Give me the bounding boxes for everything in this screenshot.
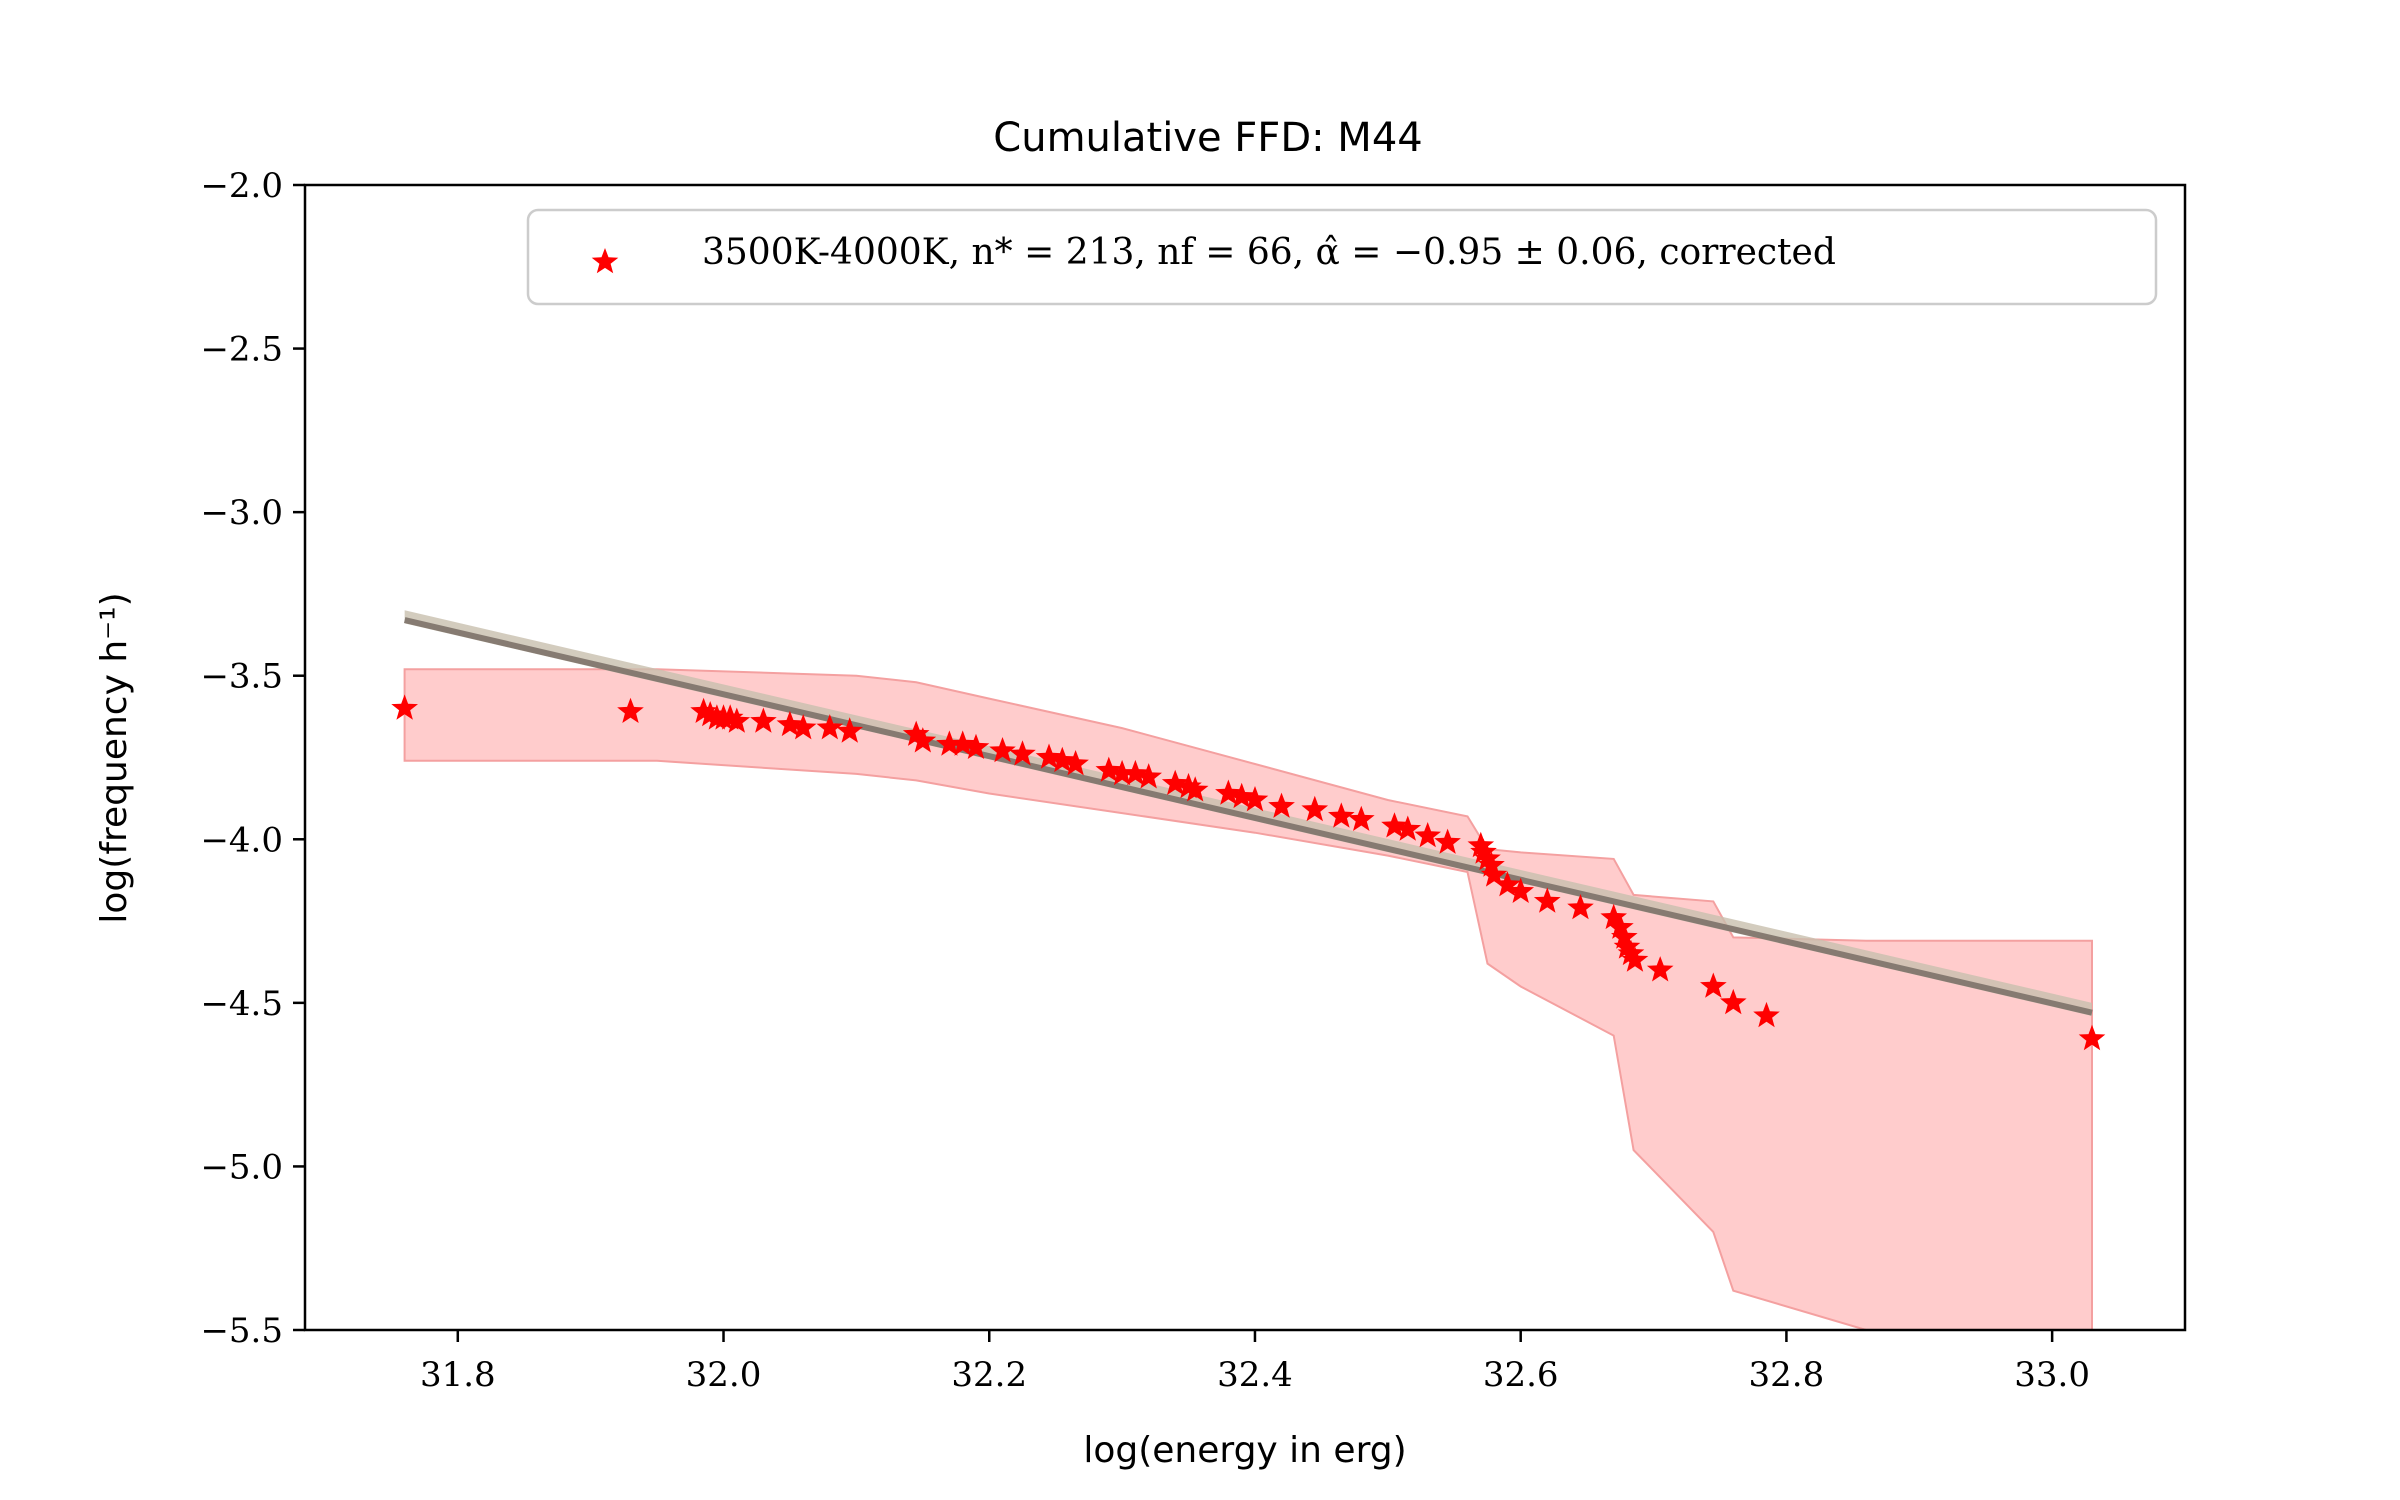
y-tick-label: −2.0: [200, 166, 283, 206]
data-point: [1600, 903, 1627, 930]
data-point: [1434, 828, 1461, 854]
data-point: [1617, 939, 1645, 966]
data-point: [1181, 776, 1209, 802]
y-axis-label: log(frequency h⁻¹): [94, 592, 135, 923]
y-tick-label: −2.5: [200, 330, 283, 370]
data-point: [1241, 786, 1269, 812]
y-tick-label: −3.0: [200, 493, 283, 533]
y-tick-label: −5.5: [200, 1311, 283, 1351]
data-point: [1049, 746, 1076, 773]
fit-line: [403, 617, 2093, 1016]
data-point: [1268, 792, 1295, 818]
data-point: [909, 727, 937, 753]
chart-title: Cumulative FFD: M44: [993, 115, 1422, 161]
data-point: [989, 737, 1016, 763]
x-tick-label: 32.4: [1217, 1355, 1293, 1395]
data-point: [789, 714, 817, 740]
data-point: [1301, 795, 1329, 822]
data-point: [1095, 756, 1123, 782]
data-point: [1621, 946, 1649, 972]
data-point: [1611, 923, 1638, 949]
data-point: [1009, 740, 1036, 766]
x-axis-ticks: 31.8 32.0 32.2 32.4 32.6 32.8 33.0: [420, 1330, 2090, 1395]
data-point: [1394, 815, 1422, 841]
data-point: [1607, 913, 1634, 939]
data-point: [1753, 1001, 1780, 1028]
data-point: [836, 717, 863, 743]
data-point: [962, 733, 990, 759]
data-point: [1328, 802, 1355, 828]
data-points: [391, 694, 2106, 1051]
y-tick-label: −3.5: [200, 657, 283, 697]
data-point: [776, 710, 804, 737]
data-point: [1480, 861, 1508, 887]
legend: 3500K-4000K, n* = 213, nf = 66, α̂ = −0.…: [526, 208, 2158, 306]
x-tick-label: 31.8: [420, 1355, 496, 1395]
data-point: [1062, 750, 1089, 776]
x-tick-label: 32.0: [686, 1355, 762, 1395]
y-tick-label: −4.0: [200, 820, 283, 860]
data-point: [1161, 769, 1189, 795]
plot-frame: [303, 183, 2187, 1332]
data-point: [1494, 871, 1521, 897]
data-point: [1228, 782, 1255, 809]
data-point: [1474, 844, 1501, 871]
data-point: [1700, 972, 1727, 998]
data-point: [936, 730, 963, 756]
x-tick-label: 33.0: [2014, 1355, 2090, 1395]
data-point: [816, 714, 844, 740]
y-tick-label: −5.0: [200, 1147, 283, 1187]
data-point: [1613, 933, 1641, 959]
y-axis-ticks: −2.0 −2.5 −3.0 −3.5 −4.0 −4.5 −5.0 −5.5: [200, 166, 305, 1351]
data-point: [949, 730, 976, 756]
fit-layer: [403, 610, 2093, 1016]
data-point: [1215, 779, 1242, 805]
data-point: [1478, 851, 1505, 877]
x-tick-label: 32.8: [1749, 1355, 1825, 1395]
data-point: [723, 707, 751, 733]
data-point: [1381, 812, 1408, 838]
data-point: [617, 697, 644, 723]
data-point: [1035, 743, 1063, 769]
x-tick-label: 32.6: [1483, 1355, 1559, 1395]
data-point: [1467, 831, 1495, 858]
data-point: [1108, 759, 1136, 786]
data-point: [1347, 805, 1375, 831]
data-point: [716, 704, 744, 730]
data-point: [1646, 956, 1674, 982]
y-tick-label: −4.5: [200, 984, 283, 1024]
data-point: [1175, 772, 1202, 799]
data-point: [1470, 838, 1497, 864]
data-point: [391, 694, 418, 720]
x-axis-label: log(energy in erg): [1083, 1430, 1406, 1471]
data-point: [750, 707, 777, 733]
legend-label: 3500K-4000K, n* = 213, nf = 66, α̂ = −0.…: [702, 232, 1836, 273]
legend-box: [526, 208, 2158, 306]
data-point: [2078, 1024, 2106, 1051]
legend-marker-star-icon: [591, 248, 619, 274]
data-point: [1720, 988, 1747, 1015]
data-point: [1122, 759, 1149, 786]
data-point: [1567, 894, 1594, 920]
data-point: [902, 720, 930, 746]
data-point: [1414, 822, 1441, 848]
data-point: [1135, 763, 1162, 789]
data-point: [1507, 877, 1534, 903]
data-point: [1533, 887, 1561, 913]
x-tick-label: 32.2: [951, 1355, 1027, 1395]
